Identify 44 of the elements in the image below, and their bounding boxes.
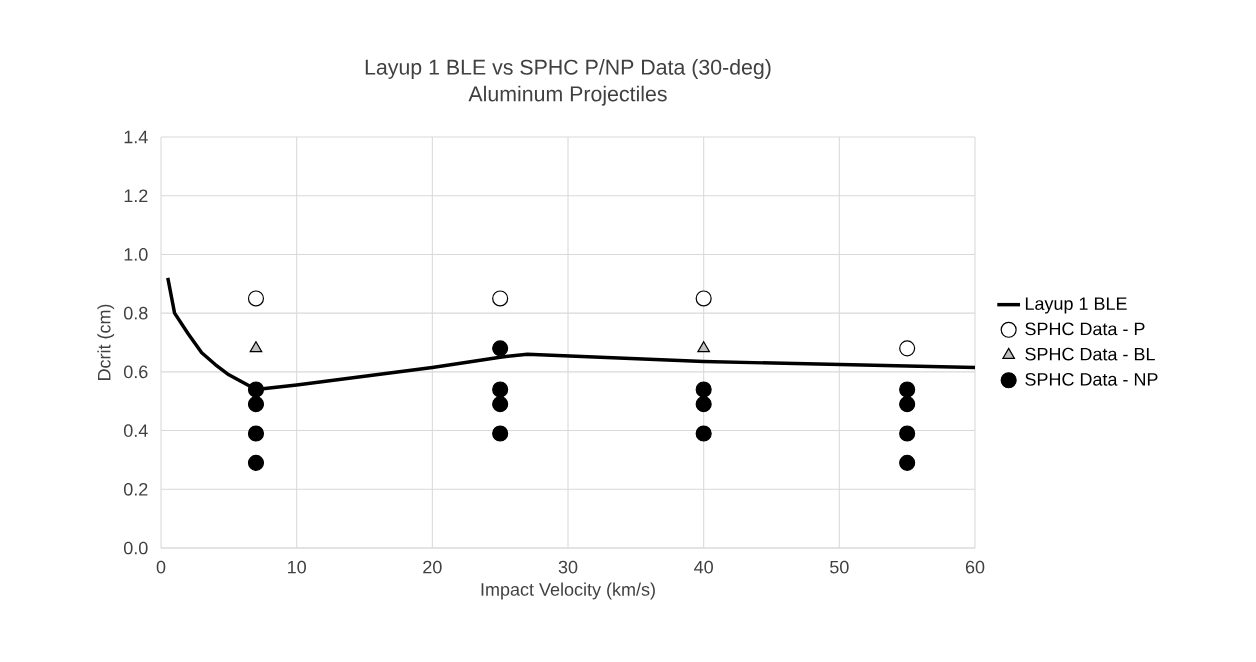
x-tick-label: 50 bbox=[830, 560, 849, 574]
y-tick-label: 0.8 bbox=[123, 306, 148, 320]
y-axis-title: Dcrit (cm) bbox=[97, 304, 115, 380]
y-tick-label: 1.2 bbox=[124, 189, 148, 202]
point bbox=[899, 396, 916, 413]
point bbox=[899, 425, 916, 442]
point bbox=[492, 396, 509, 413]
legend-label: SPHC Data - P bbox=[1025, 322, 1145, 336]
point bbox=[249, 341, 263, 353]
chart-subtitle: Aluminum Projectiles bbox=[468, 85, 667, 106]
point bbox=[247, 454, 265, 471]
point bbox=[695, 381, 712, 398]
x-tick-label: 60 bbox=[965, 560, 985, 574]
point bbox=[492, 425, 509, 442]
point bbox=[695, 396, 712, 413]
y-tick-label: 0.6 bbox=[123, 365, 148, 379]
point bbox=[492, 381, 509, 398]
point bbox=[247, 381, 265, 398]
x-tick-label: 30 bbox=[558, 560, 578, 574]
chart-title: Layup 1 BLE vs SPHC P/NP Data (30-deg) bbox=[365, 59, 771, 79]
y-tick-label: 1.0 bbox=[124, 248, 148, 261]
x-tick-label: 10 bbox=[288, 560, 306, 574]
point bbox=[899, 454, 916, 471]
legend-label: SPHC Data - BL bbox=[1025, 347, 1155, 361]
point bbox=[247, 396, 265, 413]
x-tick-label: 20 bbox=[423, 560, 442, 574]
point bbox=[247, 290, 265, 307]
point bbox=[492, 290, 509, 307]
point bbox=[899, 340, 916, 357]
y-tick-label: 1.4 bbox=[124, 130, 148, 144]
point bbox=[695, 425, 712, 442]
y-tick-label: 0.0 bbox=[123, 541, 148, 555]
legend-label: Layup 1 BLE bbox=[1025, 297, 1127, 314]
x-axis-title: Impact Velocity (km/s) bbox=[481, 582, 655, 600]
x-tick-label: 40 bbox=[694, 560, 713, 574]
point bbox=[247, 425, 265, 442]
y-tick-label: 0.4 bbox=[123, 424, 148, 437]
point bbox=[697, 341, 711, 353]
y-tick-label: 0.2 bbox=[123, 482, 148, 496]
x-tick-label: 0 bbox=[156, 560, 166, 574]
point bbox=[899, 381, 916, 398]
point bbox=[695, 290, 712, 307]
legend-label: SPHC Data - NP bbox=[1025, 372, 1158, 386]
point bbox=[492, 340, 509, 357]
